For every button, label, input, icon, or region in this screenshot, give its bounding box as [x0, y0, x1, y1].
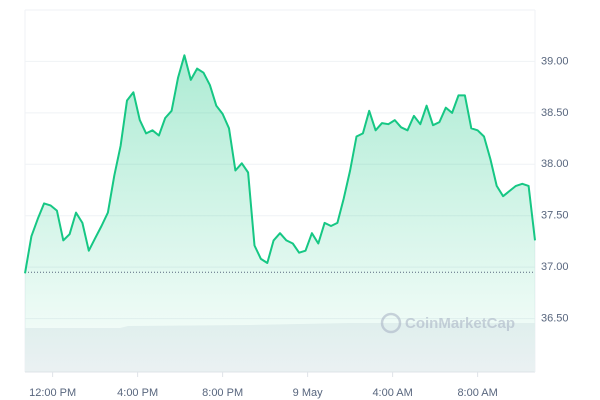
x-tick-label: 4:00 AM [372, 387, 412, 399]
y-tick-label: 37.00 [541, 261, 569, 273]
watermark-text: CoinMarketCap [405, 315, 515, 332]
x-tick-label: 4:00 PM [117, 387, 158, 399]
y-tick-label: 39.00 [541, 55, 569, 67]
x-tick-label: 9 May [293, 387, 323, 399]
y-tick-label: 38.00 [541, 158, 569, 170]
y-tick-label: 36.50 [541, 312, 569, 324]
watermark-logo [380, 312, 402, 334]
x-tick-label: 8:00 AM [457, 387, 497, 399]
x-tick-label: 8:00 PM [202, 387, 243, 399]
price-area [25, 55, 535, 373]
plot [24, 54, 536, 373]
y-tick-label: 38.50 [541, 107, 569, 119]
price-line [24, 54, 536, 274]
x-tick-label: 12:00 PM [29, 387, 76, 399]
y-tick-label: 37.50 [541, 210, 569, 222]
watermark: CoinMarketCap [380, 312, 515, 334]
